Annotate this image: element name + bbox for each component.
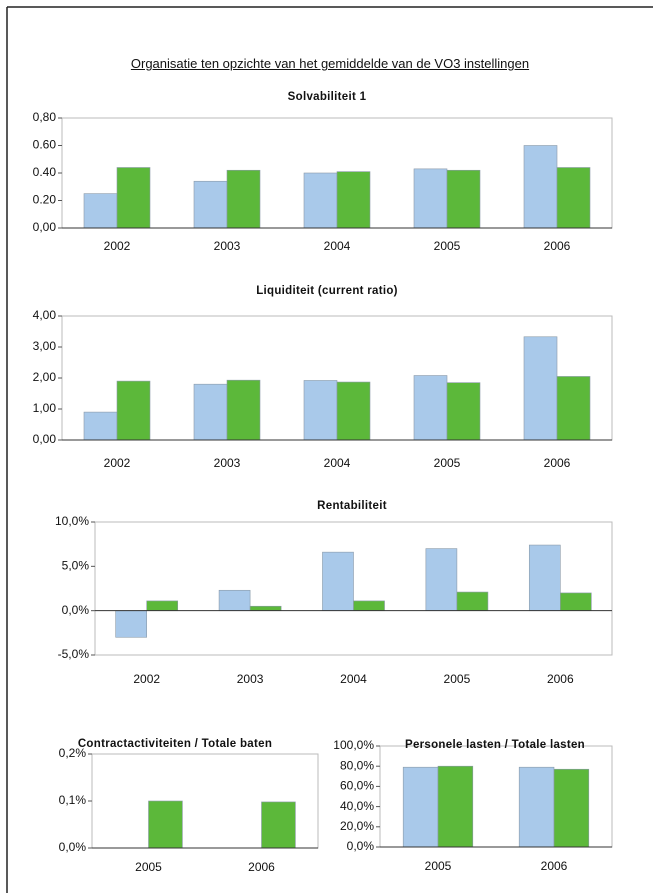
bar <box>261 801 296 849</box>
y-tick-label: 0.40 <box>33 165 57 179</box>
y-tick-label: 60,0% <box>340 779 374 793</box>
bar <box>556 167 591 229</box>
x-tick-label: 2002 <box>104 239 131 253</box>
bar <box>116 167 151 229</box>
x-tick-label: 2005 <box>444 672 471 686</box>
bar <box>446 382 481 441</box>
chart-title: Contractactiviteiten / Totale baten <box>77 738 273 750</box>
y-tick-label: 2,00 <box>33 370 57 384</box>
x-tick-label: 2005 <box>434 239 461 253</box>
x-tick-label: 2003 <box>214 239 241 253</box>
x-tick-label: 2005 <box>425 859 452 873</box>
y-tick-label: 0,1% <box>59 793 87 807</box>
bar <box>83 411 118 441</box>
x-tick-label: 2004 <box>340 672 367 686</box>
bar <box>218 589 251 611</box>
y-tick-label: 4,00 <box>33 308 57 322</box>
y-tick-label: 0,2% <box>59 746 87 760</box>
chart-title: Rentabiliteit <box>317 500 387 512</box>
y-tick-label: 0,0% <box>347 839 375 853</box>
y-tick-label: -5,0% <box>58 647 90 661</box>
bar <box>402 766 439 848</box>
bar <box>303 172 338 229</box>
y-tick-label: 5,0% <box>62 559 90 573</box>
chart-title: Liquiditeit (current ratio) <box>256 285 398 297</box>
bar <box>425 548 458 611</box>
bar <box>518 766 555 848</box>
x-tick-label: 2003 <box>237 672 264 686</box>
y-tick-label: 0,0% <box>62 603 90 617</box>
bar <box>353 600 385 611</box>
y-tick-label: 80,0% <box>340 758 374 772</box>
bar <box>336 381 371 441</box>
x-tick-label: 2005 <box>135 860 162 874</box>
y-tick-label: 0,0% <box>59 840 87 854</box>
x-tick-label: 2006 <box>547 672 574 686</box>
y-tick-label: 3,00 <box>33 339 57 353</box>
y-tick-label: 0.60 <box>33 138 57 152</box>
bar <box>559 592 592 611</box>
bar <box>193 383 228 441</box>
y-tick-label: 40,0% <box>340 799 374 813</box>
bar <box>226 169 261 229</box>
page-title: Organisatie ten opzichte van het gemidde… <box>130 56 530 71</box>
bar <box>303 380 338 441</box>
bar <box>446 169 481 229</box>
bar <box>249 605 282 611</box>
x-tick-label: 2002 <box>104 456 131 470</box>
bar <box>523 145 558 229</box>
bar <box>322 551 354 611</box>
bar <box>226 379 261 441</box>
y-tick-label: 100,0% <box>333 738 374 752</box>
bar <box>336 171 371 229</box>
y-tick-label: 10,0% <box>55 514 89 528</box>
bar <box>146 600 179 611</box>
bar <box>413 168 448 229</box>
x-tick-label: 2005 <box>434 456 461 470</box>
plot-area <box>94 521 613 656</box>
x-tick-label: 2003 <box>214 456 241 470</box>
x-tick-label: 2006 <box>541 859 568 873</box>
bar <box>193 180 228 229</box>
bar <box>456 591 489 611</box>
bar <box>437 765 474 848</box>
x-tick-label: 2006 <box>544 456 571 470</box>
y-tick-label: 1,00 <box>33 401 57 415</box>
x-tick-label: 2004 <box>324 456 351 470</box>
bar <box>148 800 183 849</box>
bar <box>83 193 118 229</box>
y-tick-label: 0,80 <box>33 110 57 124</box>
bar <box>413 375 448 441</box>
bar <box>115 610 148 638</box>
x-tick-label: 2006 <box>248 860 275 874</box>
x-tick-label: 2006 <box>544 239 571 253</box>
y-tick-label: 0.20 <box>33 193 57 207</box>
y-tick-label: 0,00 <box>33 432 57 446</box>
bar <box>553 768 590 848</box>
bar <box>528 544 561 611</box>
bar <box>556 376 591 441</box>
y-tick-label: 0,00 <box>33 220 57 234</box>
y-tick-label: 20,0% <box>340 819 374 833</box>
bar <box>523 336 558 441</box>
chart-title: Personele lasten / Totale lasten <box>404 739 586 751</box>
chart-title: Solvabiliteit 1 <box>287 91 367 103</box>
bar <box>116 380 151 441</box>
x-tick-label: 2002 <box>133 672 160 686</box>
x-tick-label: 2004 <box>324 239 351 253</box>
